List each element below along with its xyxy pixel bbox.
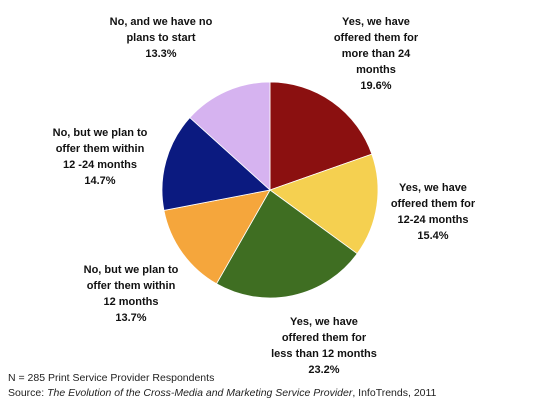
slice-label-line: offer them within [55, 143, 145, 155]
slice-label-line: No, and we have no [109, 16, 213, 28]
pie-slice-4 [161, 117, 271, 211]
pie-slice-5 [189, 81, 271, 191]
slice-label-line: offered them for [333, 32, 419, 44]
slice-label-line: offered them for [281, 332, 367, 344]
slice-label-line: more than 24 [341, 48, 411, 60]
slice-label-line: Yes, we have [342, 16, 410, 28]
source-title: The Evolution of the Cross-Media and Mar… [47, 387, 353, 399]
pie-slice-3 [163, 189, 271, 285]
source-suffix: , InfoTrends, 2011 [352, 387, 437, 399]
slice-label-line: 12 -24 months [63, 159, 137, 171]
slice-label-line: less than 12 months [271, 348, 377, 360]
slice-label-line: plans to start [126, 32, 196, 44]
slice-label-plan-within-12-24-months: No, but we plan to offer them within 12 -2… [42, 125, 158, 189]
slice-value-label: 15.4% [417, 230, 449, 242]
slice-label-line: No, but we plan to [83, 264, 179, 276]
pie-slice-1 [269, 153, 379, 255]
slice-label-line: offer them within [86, 280, 176, 292]
slice-label-line: 12 months [103, 296, 159, 308]
slice-value-label: 13.7% [115, 312, 147, 324]
respondents-note: N = 285 Print Service Provider Responden… [8, 372, 215, 384]
slice-label-more-than-24-months: Yes, we have offered them for more than 24… [322, 14, 430, 94]
slice-value-label: 13.3% [145, 48, 177, 60]
slice-label-less-than-12-months: Yes, we have offered them for less than 12… [262, 314, 386, 378]
slice-label-line: 12-24 months [397, 214, 469, 226]
slice-label-no-plans: No, and we have no plans to start 13.3% [100, 14, 222, 62]
slice-label-line: No, but we plan to [52, 127, 148, 139]
slice-label-line: Yes, we have [290, 316, 358, 328]
slice-label-line: Yes, we have [399, 182, 467, 194]
slice-value-label: 19.6% [360, 80, 392, 92]
source-prefix: Source: [8, 387, 48, 399]
pie-slice-2 [215, 189, 358, 299]
slice-label-line: months [356, 64, 396, 76]
slice-label-plan-within-12-months: No, but we plan to offer them within 12 mo… [72, 262, 190, 326]
slice-label-12-24-months: Yes, we have offered them for 12-24 months… [381, 180, 485, 244]
slice-value-label: 23.2% [308, 364, 340, 376]
slice-value-label: 14.7% [84, 175, 116, 187]
slice-label-line: offered them for [390, 198, 476, 210]
source-note: Source: The Evolution of the Cross-Media… [8, 387, 436, 399]
